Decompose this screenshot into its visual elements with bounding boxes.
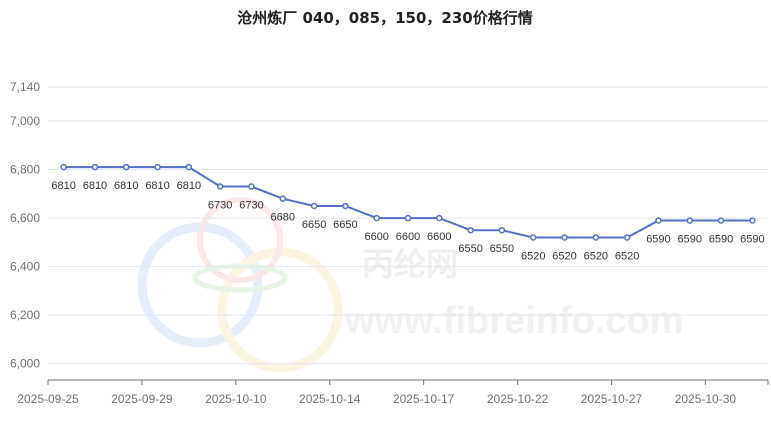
data-point: [717, 217, 725, 224]
data-label: 6600: [364, 231, 388, 243]
x-tick-label: 2025-10-30: [675, 392, 737, 406]
y-tick-label: 7,000: [10, 114, 40, 128]
data-label: 6590: [646, 234, 670, 246]
watermark: 丙纶网 www.fibreinfo.com: [137, 197, 684, 373]
data-label: 6730: [208, 200, 232, 212]
data-point: [216, 183, 224, 190]
data-label: 6810: [51, 180, 75, 192]
x-tick-label: 2025-10-17: [393, 392, 455, 406]
data-label: 6600: [427, 231, 451, 243]
svg-text:丙纶网: 丙纶网: [362, 245, 458, 283]
data-label: 6520: [552, 251, 576, 263]
data-points: [60, 163, 756, 241]
data-label: 6520: [521, 251, 545, 263]
data-label: 6650: [302, 219, 326, 231]
data-label: 6650: [333, 219, 357, 231]
y-tick-label: 6,400: [10, 260, 40, 274]
y-tick-label: 6,600: [10, 211, 40, 225]
data-labels: 6810 6810 6810 6810 6810 6730 6730 6680 6650 6650…: [51, 180, 764, 262]
data-point: [60, 163, 67, 171]
chart-title: 沧州炼厂 040，085，150，230价格行情: [237, 9, 532, 27]
data-label: 6730: [239, 200, 263, 212]
data-point: [529, 234, 537, 241]
data-label: 6590: [709, 234, 733, 246]
data-label: 6810: [177, 180, 201, 192]
x-axis: 2025-09-25 2025-09-29 2025-10-10 2025-10-14…: [17, 379, 769, 406]
y-axis: 6,000 6,200 6,400 6,600 6,800 7,000 7,140: [10, 80, 40, 371]
data-label: 6680: [271, 212, 295, 224]
data-point: [561, 234, 568, 241]
data-label: 6810: [83, 180, 107, 192]
x-tick-label: 2025-10-22: [487, 392, 549, 406]
x-tick-label: 2025-10-14: [299, 392, 361, 406]
data-label: 6550: [490, 243, 514, 255]
data-point: [404, 214, 412, 222]
data-point: [123, 163, 130, 171]
data-point: [373, 214, 380, 222]
data-label: 6590: [677, 234, 701, 246]
data-point: [279, 195, 287, 202]
data-point: [467, 226, 474, 234]
series-line: [63, 166, 753, 239]
data-label: 6520: [584, 251, 608, 263]
data-label: 6520: [615, 251, 639, 263]
data-point: [310, 202, 318, 210]
data-point: [686, 217, 693, 224]
data-label: 6590: [740, 234, 764, 246]
data-label: 6550: [458, 243, 482, 255]
grid-lines: [48, 86, 768, 365]
data-point: [498, 226, 506, 234]
data-point: [436, 214, 443, 222]
data-label: 6600: [396, 231, 420, 243]
data-point: [154, 163, 161, 171]
y-tick-label: 6,000: [10, 357, 40, 371]
data-point: [342, 202, 349, 210]
x-tick-label: 2025-10-27: [581, 392, 643, 406]
data-label: 6810: [145, 180, 169, 192]
data-point: [185, 163, 193, 171]
data-point: [91, 163, 99, 171]
data-point: [623, 234, 631, 241]
y-tick-label: 6,200: [10, 308, 40, 322]
y-tick-label: 7,140: [10, 80, 40, 94]
x-tick-label: 2025-10-10: [205, 392, 267, 406]
x-tick-label: 2025-09-25: [17, 392, 79, 406]
x-tick-label: 2025-09-29: [111, 392, 173, 406]
data-point: [592, 234, 600, 241]
data-point: [655, 217, 662, 224]
data-label: 6810: [114, 180, 138, 192]
data-point: [248, 183, 255, 190]
y-tick-label: 6,800: [10, 163, 40, 177]
data-point: [749, 217, 756, 224]
svg-text:www.fibreinfo.com: www.fibreinfo.com: [344, 300, 684, 342]
